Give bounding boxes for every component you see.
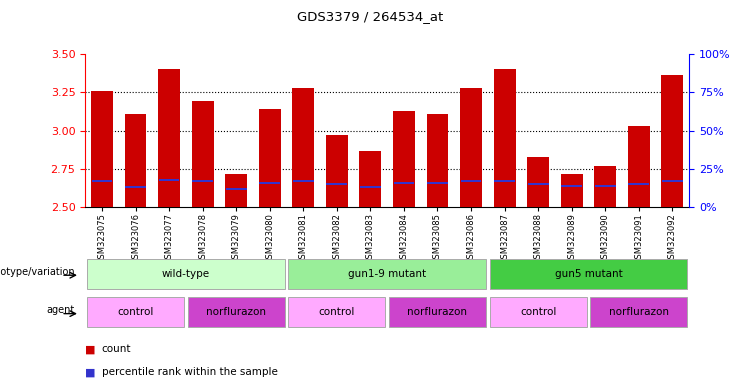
Text: ■: ■ (85, 367, 96, 377)
Bar (561, 174, 582, 207)
Bar (125, 186, 146, 188)
Bar (490, 258, 688, 289)
Bar (326, 135, 348, 207)
Bar (628, 183, 649, 185)
Text: ■: ■ (85, 344, 96, 354)
Text: norflurazon: norflurazon (408, 307, 468, 317)
Bar (628, 126, 650, 207)
Bar (192, 180, 213, 182)
Bar (124, 114, 147, 207)
Bar (91, 91, 113, 207)
Bar (393, 182, 414, 184)
Bar (393, 111, 415, 207)
Text: control: control (520, 307, 556, 317)
Text: gun1-9 mutant: gun1-9 mutant (348, 268, 426, 279)
Bar (293, 180, 313, 182)
Bar (360, 186, 381, 188)
Text: control: control (319, 307, 355, 317)
Bar (159, 179, 179, 180)
Bar (327, 183, 348, 185)
Bar (87, 297, 185, 327)
Bar (562, 185, 582, 187)
Bar (427, 182, 448, 184)
Bar (460, 88, 482, 207)
Bar (528, 157, 549, 207)
Bar (490, 297, 587, 327)
Bar (427, 114, 448, 207)
Bar (259, 109, 281, 207)
Text: agent: agent (47, 305, 75, 315)
Bar (590, 297, 688, 327)
Text: norflurazon: norflurazon (206, 307, 266, 317)
Bar (461, 180, 482, 182)
Bar (288, 258, 486, 289)
Text: GDS3379 / 264534_at: GDS3379 / 264534_at (297, 10, 444, 23)
Bar (192, 101, 213, 207)
Bar (528, 183, 548, 185)
Bar (293, 88, 314, 207)
Bar (662, 180, 682, 182)
Text: gun5 mutant: gun5 mutant (554, 268, 622, 279)
Text: control: control (117, 307, 153, 317)
Text: wild-type: wild-type (162, 268, 210, 279)
Bar (87, 258, 285, 289)
Bar (359, 151, 382, 207)
Text: norflurazon: norflurazon (609, 307, 669, 317)
Bar (494, 69, 516, 207)
Bar (225, 174, 247, 207)
Bar (594, 166, 617, 207)
Bar (288, 297, 385, 327)
Bar (187, 297, 285, 327)
Bar (158, 69, 180, 207)
Bar (595, 185, 616, 187)
Bar (662, 75, 683, 207)
Bar (92, 180, 113, 182)
Bar (259, 182, 280, 184)
Bar (226, 188, 247, 190)
Bar (389, 297, 486, 327)
Bar (494, 180, 515, 182)
Text: count: count (102, 344, 131, 354)
Text: percentile rank within the sample: percentile rank within the sample (102, 367, 277, 377)
Text: genotype/variation: genotype/variation (0, 267, 75, 277)
